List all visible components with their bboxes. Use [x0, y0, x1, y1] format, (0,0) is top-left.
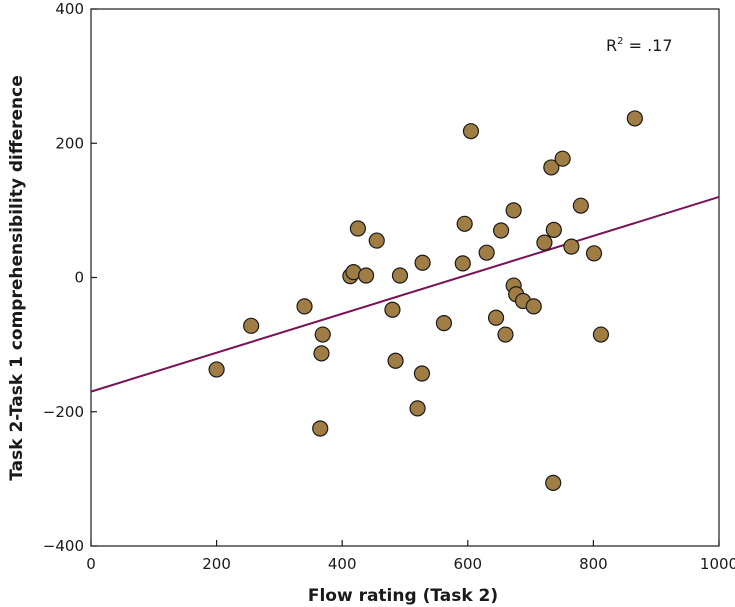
data-point: [585, 245, 603, 262]
x-axis-label: Flow rating (Task 2): [308, 586, 498, 606]
regression-line: [90, 195, 720, 393]
data-point: [243, 317, 260, 334]
data-point: [536, 234, 553, 251]
data-point: [563, 238, 580, 255]
data-point: [313, 345, 330, 362]
data-point: [413, 365, 431, 382]
data-point: [497, 326, 514, 343]
x-tick-label: 400: [328, 555, 357, 573]
data-point: [435, 315, 453, 332]
data-point: [357, 267, 375, 284]
y-axis-ticks: −400 −200 0 200 400: [43, 0, 97, 555]
data-point: [409, 400, 426, 417]
data-point: [545, 474, 562, 492]
data-point: [456, 215, 473, 232]
x-tick-label: 200: [202, 555, 231, 573]
data-point: [592, 326, 610, 343]
data-point: [208, 361, 225, 378]
y-tick-label: 0: [74, 269, 84, 287]
data-point: [478, 244, 495, 261]
x-tick-label: 0: [86, 555, 96, 573]
data-point: [626, 110, 643, 127]
x-tick-label: 1000: [700, 555, 735, 573]
data-point: [384, 301, 401, 318]
data-point: [454, 255, 471, 272]
y-tick-label: 200: [55, 134, 84, 152]
data-point: [312, 420, 329, 437]
x-tick-label: 600: [453, 555, 482, 573]
r-squared-annotation: R2 = .17: [606, 36, 673, 55]
data-point: [554, 150, 571, 167]
y-tick-label: −200: [43, 403, 84, 421]
x-axis-ticks: 0 200 400 600 800 1000: [86, 540, 735, 573]
data-point: [572, 197, 589, 214]
data-points: [208, 110, 643, 492]
data-point: [391, 267, 409, 284]
data-point: [368, 232, 385, 249]
data-point: [462, 123, 480, 140]
data-point: [525, 298, 542, 315]
data-point: [314, 326, 331, 343]
y-axis-label: Task 2-Task 1 comprehensibility differen…: [7, 75, 27, 481]
data-point: [349, 220, 366, 237]
data-point: [296, 298, 313, 315]
data-point: [545, 221, 562, 238]
data-point: [543, 159, 560, 176]
r-squared-superscript: 2: [617, 36, 623, 47]
r-squared-base: R: [606, 36, 617, 55]
r-squared-value: = .17: [624, 36, 673, 55]
y-tick-label: 400: [55, 0, 84, 18]
data-point: [487, 309, 505, 326]
data-point: [505, 202, 522, 219]
data-point: [387, 352, 404, 369]
y-tick-label: −400: [43, 537, 84, 555]
x-tick-label: 800: [579, 555, 608, 573]
data-point: [492, 222, 510, 239]
data-point: [414, 254, 431, 271]
